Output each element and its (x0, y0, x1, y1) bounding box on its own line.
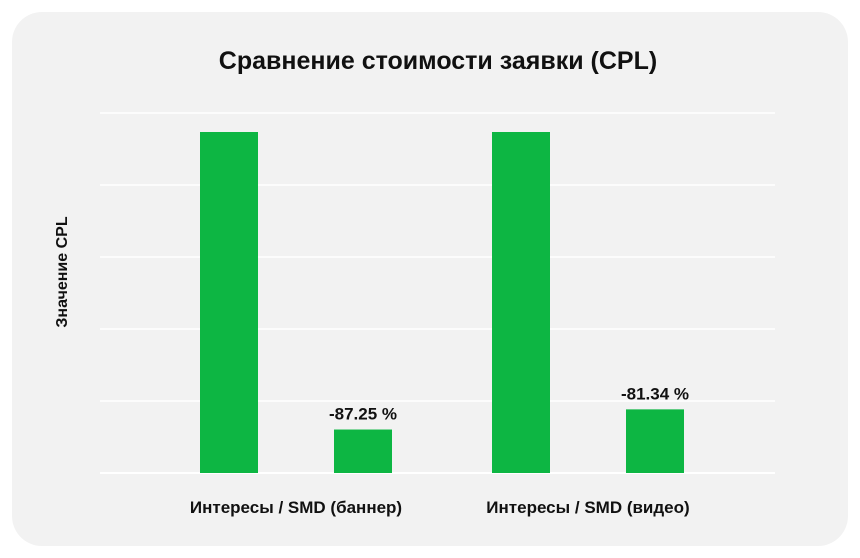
chart-title: Сравнение стоимости заявки (CPL) (219, 47, 657, 75)
bars (200, 132, 684, 473)
y-axis-label: Значение CPL (54, 216, 71, 327)
bar-2-2 (626, 409, 684, 473)
data-label-2-2: -81.34 % (621, 384, 689, 403)
bar-2-1 (492, 132, 550, 473)
data-labels: -87.25 % -81.34 % (329, 384, 689, 423)
x-tick-label-2: Интересы / SMD (видео) (486, 498, 689, 517)
bar-1-2 (334, 429, 392, 473)
bar-1-1 (200, 132, 258, 473)
x-tick-label-1: Интересы / SMD (баннер) (190, 498, 402, 517)
chart-card (12, 12, 848, 546)
x-tick-labels: Интересы / SMD (баннер) Интересы / SMD (в… (190, 498, 690, 517)
data-label-1-2: -87.25 % (329, 405, 397, 424)
